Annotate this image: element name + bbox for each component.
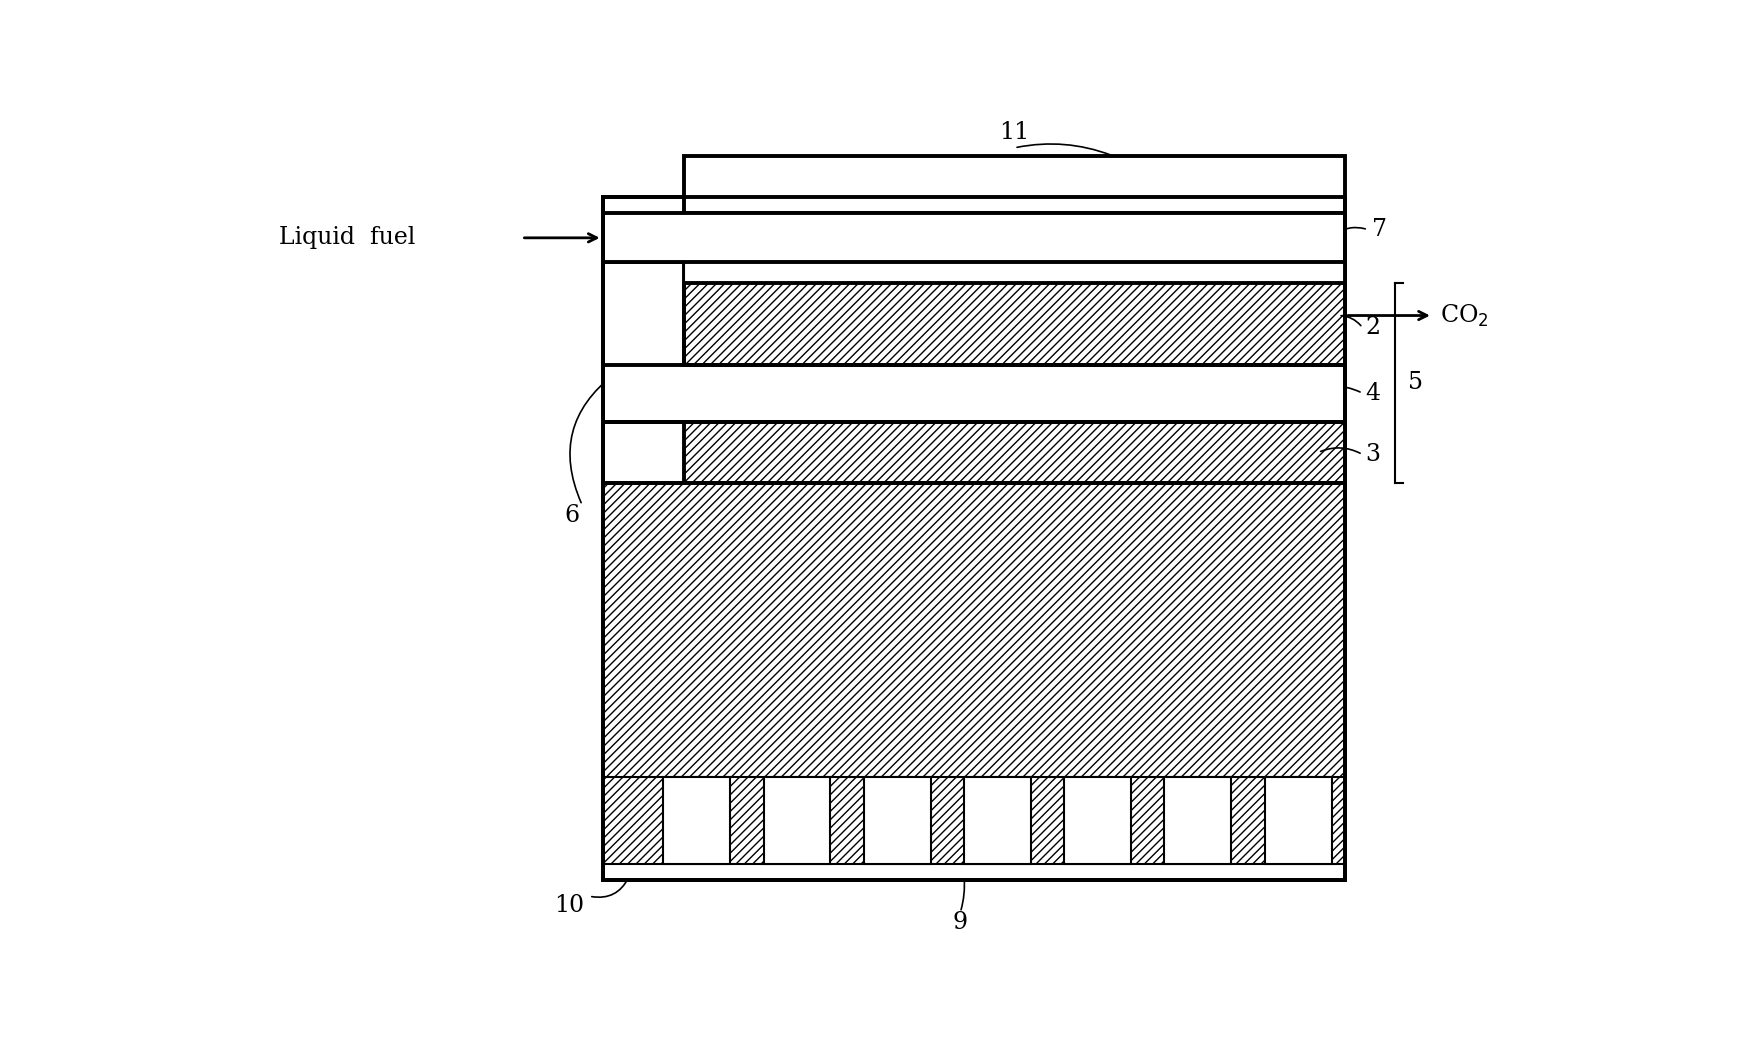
Text: 2: 2 <box>1366 316 1380 339</box>
Text: 10: 10 <box>554 894 584 918</box>
Bar <box>763 776 831 863</box>
Bar <box>683 282 1345 364</box>
Bar <box>603 483 1345 879</box>
Bar <box>603 196 1345 879</box>
Bar <box>603 863 1345 879</box>
Bar <box>603 213 1345 262</box>
Bar <box>1265 776 1331 863</box>
Text: 9: 9 <box>953 911 969 933</box>
Text: Liquid  fuel: Liquid fuel <box>279 226 415 250</box>
Text: 11: 11 <box>1000 121 1030 143</box>
Bar <box>603 483 1345 879</box>
Bar <box>664 776 730 863</box>
Bar <box>603 196 1345 879</box>
Bar <box>683 156 1345 213</box>
Text: 7: 7 <box>1373 218 1387 241</box>
Bar <box>683 262 1345 282</box>
Bar <box>603 364 1345 422</box>
Bar <box>683 282 1345 364</box>
Bar <box>603 422 1345 483</box>
Bar <box>963 776 1031 863</box>
Text: CO$_2$: CO$_2$ <box>1439 303 1488 328</box>
Bar <box>864 776 930 863</box>
Bar <box>1064 776 1131 863</box>
Text: 5: 5 <box>1409 372 1423 394</box>
Text: 3: 3 <box>1366 443 1380 466</box>
Bar <box>603 422 1345 483</box>
Text: 6: 6 <box>564 503 578 527</box>
Bar <box>603 483 1345 776</box>
Bar <box>603 262 683 483</box>
Text: 4: 4 <box>1366 381 1380 405</box>
Bar <box>1164 776 1232 863</box>
